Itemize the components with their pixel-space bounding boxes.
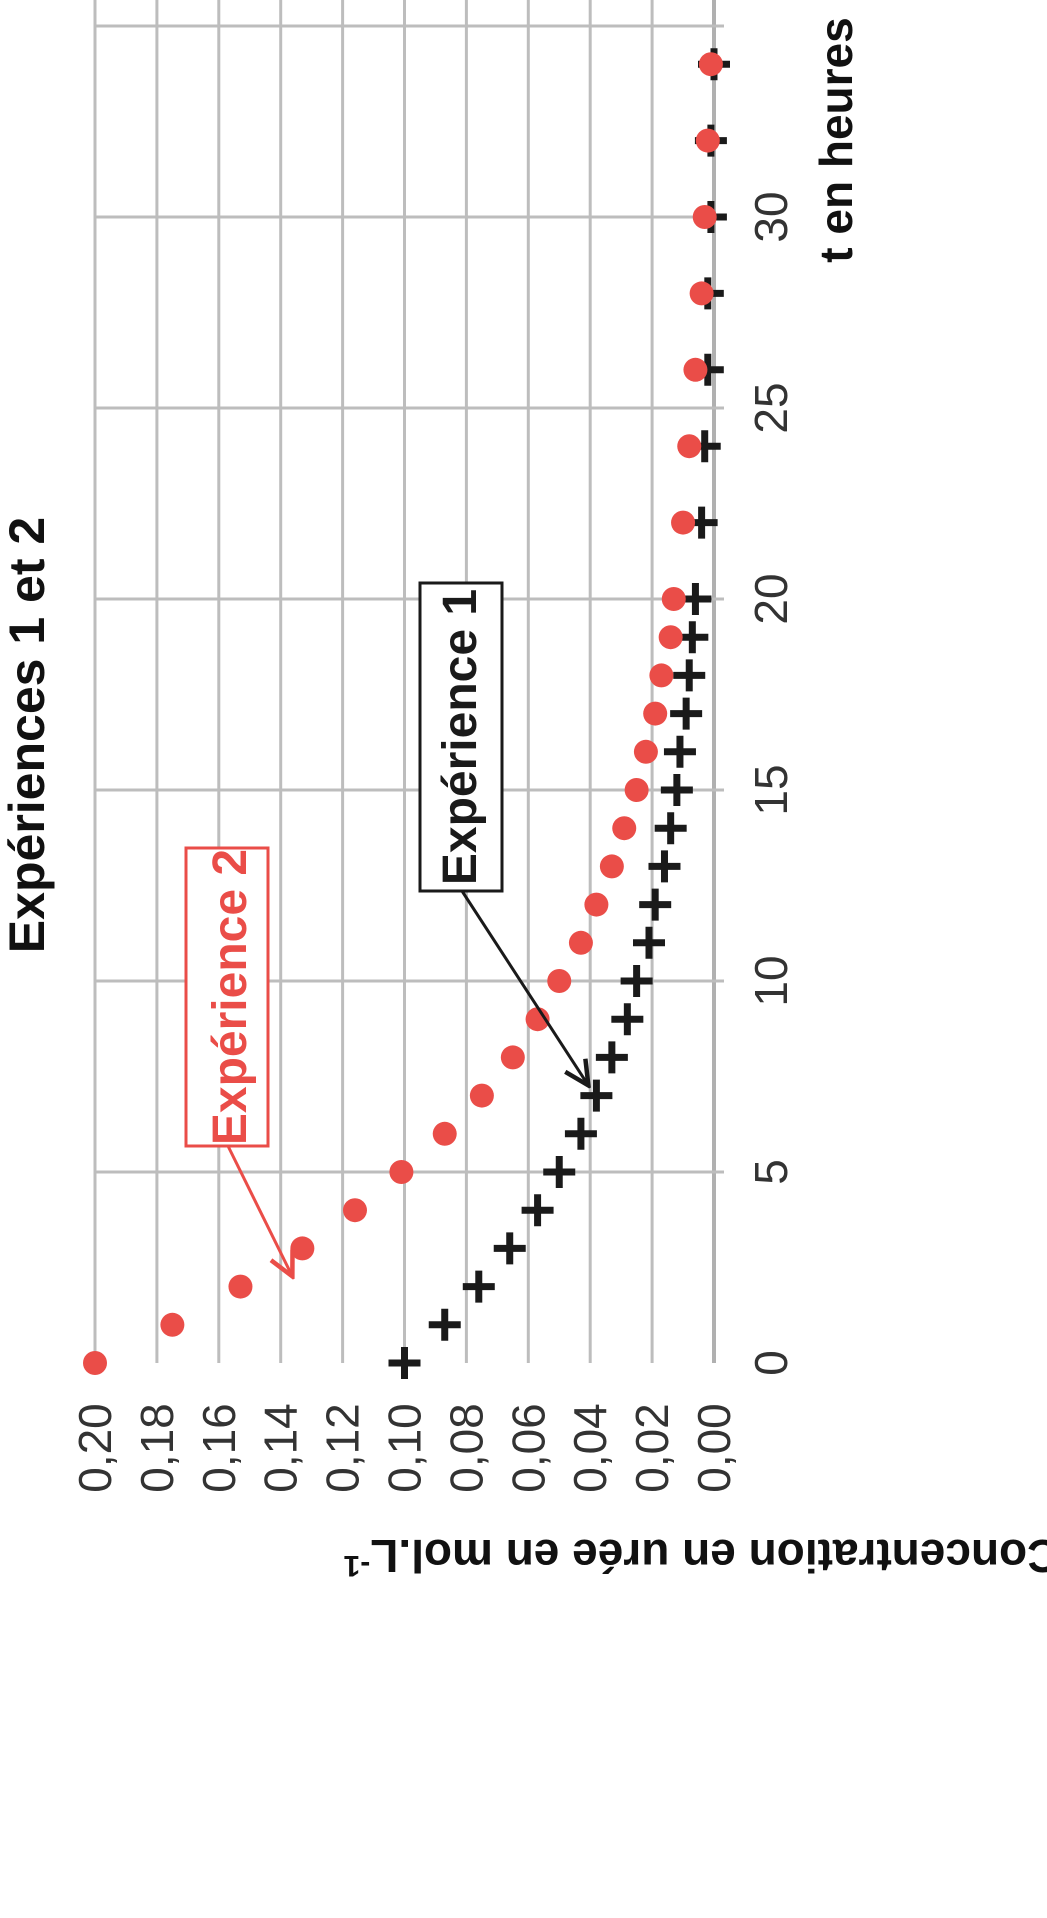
data-point-experience-1 <box>595 1041 628 1074</box>
data-point-experience-2 <box>683 357 708 382</box>
annotation-arrow-2 <box>226 1145 292 1276</box>
chart-title: Expériences 1 et 2 <box>0 517 55 953</box>
data-point-experience-2 <box>599 854 624 879</box>
data-point-experience-1 <box>670 697 703 730</box>
data-point-experience-1 <box>428 1308 461 1341</box>
data-point-experience-2 <box>584 892 609 917</box>
x-tick-label: 30 <box>745 191 797 242</box>
data-point-experience-1 <box>611 1003 644 1036</box>
y-tick-label: 0,18 <box>131 1403 183 1493</box>
data-point-experience-1 <box>663 735 696 768</box>
data-point-experience-2 <box>677 434 702 459</box>
y-axis-title-exponent: -1 <box>344 1550 371 1583</box>
data-point-experience-2 <box>290 1236 315 1261</box>
data-point-experience-2 <box>643 701 668 726</box>
y-tick-label: 0,16 <box>193 1403 245 1493</box>
x-tick-label: 25 <box>745 382 797 433</box>
data-point-experience-1 <box>493 1232 526 1265</box>
data-point-experience-2 <box>500 1045 525 1070</box>
x-axis-title: t en heures <box>810 17 862 262</box>
data-point-experience-2 <box>624 778 649 802</box>
tick-labels: 0,000,020,040,060,080,100,120,140,160,18… <box>69 191 797 1492</box>
data-point-experience-1 <box>648 850 681 883</box>
data-point-experience-2 <box>671 510 696 535</box>
x-tick-label: 5 <box>745 1159 797 1185</box>
annotation-label-2: Expérience 2 <box>204 849 257 1145</box>
y-axis-title-main: Concentration en urée en mol.L <box>370 1530 1047 1582</box>
data-point-experience-2 <box>432 1121 457 1146</box>
y-tick-label: 0,14 <box>255 1403 307 1493</box>
data-point-experience-2 <box>658 625 683 650</box>
data-point-experience-1 <box>543 1156 576 1188</box>
annotation-experience-2: Expérience 2 <box>184 846 292 1276</box>
data-point-experience-2 <box>698 52 723 77</box>
annotation-arrow-1 <box>460 890 588 1085</box>
data-point-experience-1 <box>654 812 687 845</box>
data-point-experience-1 <box>388 1347 421 1379</box>
y-tick-label: 0,12 <box>317 1403 369 1493</box>
data-point-experience-2 <box>160 1312 185 1337</box>
annotation-experience-1: Expérience 1 <box>418 581 588 1085</box>
data-point-experience-1 <box>660 774 693 806</box>
annotation-box-2 <box>184 846 270 1148</box>
x-tick-label: 10 <box>745 955 797 1006</box>
data-point-experience-1 <box>564 1117 597 1150</box>
data-point-experience-1 <box>462 1270 495 1303</box>
data-point-experience-2 <box>649 663 674 688</box>
data-point-experience-2 <box>661 587 686 611</box>
y-axis-title: Concentration en urée en mol.L-1 <box>344 1530 1047 1583</box>
data-point-experience-1 <box>673 659 706 692</box>
data-point-experience-2 <box>568 930 593 955</box>
annotation-label-1: Expérience 1 <box>434 589 487 885</box>
data-point-experience-1 <box>580 1079 613 1112</box>
data-point-experience-2 <box>389 1160 414 1184</box>
annotation-box-1 <box>418 581 504 893</box>
series <box>83 48 730 1379</box>
data-point-experience-2 <box>83 1351 107 1375</box>
data-point-experience-2 <box>612 816 637 841</box>
x-tick-label: 0 <box>745 1350 797 1376</box>
annotations: Expérience 1 Expérience 2 <box>184 581 588 1276</box>
y-tick-label: 0,06 <box>502 1403 554 1493</box>
y-tick-label: 0,04 <box>564 1403 616 1493</box>
data-point-experience-1 <box>620 965 653 997</box>
data-point-experience-2 <box>547 969 572 993</box>
data-point-experience-1 <box>521 1194 554 1227</box>
data-point-experience-2 <box>692 205 717 229</box>
y-tick-label: 0,08 <box>440 1403 492 1493</box>
data-point-experience-2 <box>695 128 720 153</box>
y-tick-label: 0,10 <box>379 1403 431 1493</box>
data-point-experience-2 <box>342 1198 367 1223</box>
data-point-experience-2 <box>525 1007 550 1032</box>
x-tick-label: 20 <box>745 573 797 624</box>
data-point-experience-1 <box>633 926 666 959</box>
x-tick-label: 15 <box>745 764 797 815</box>
y-tick-label: 0,20 <box>69 1403 121 1493</box>
data-point-experience-2 <box>689 281 714 306</box>
y-tick-label: 0,00 <box>688 1403 740 1493</box>
data-point-experience-2 <box>469 1083 494 1108</box>
y-tick-label: 0,02 <box>626 1403 678 1493</box>
data-point-experience-2 <box>228 1274 253 1299</box>
data-point-experience-2 <box>633 739 658 764</box>
grid <box>93 0 724 1363</box>
data-point-experience-1 <box>639 888 672 921</box>
